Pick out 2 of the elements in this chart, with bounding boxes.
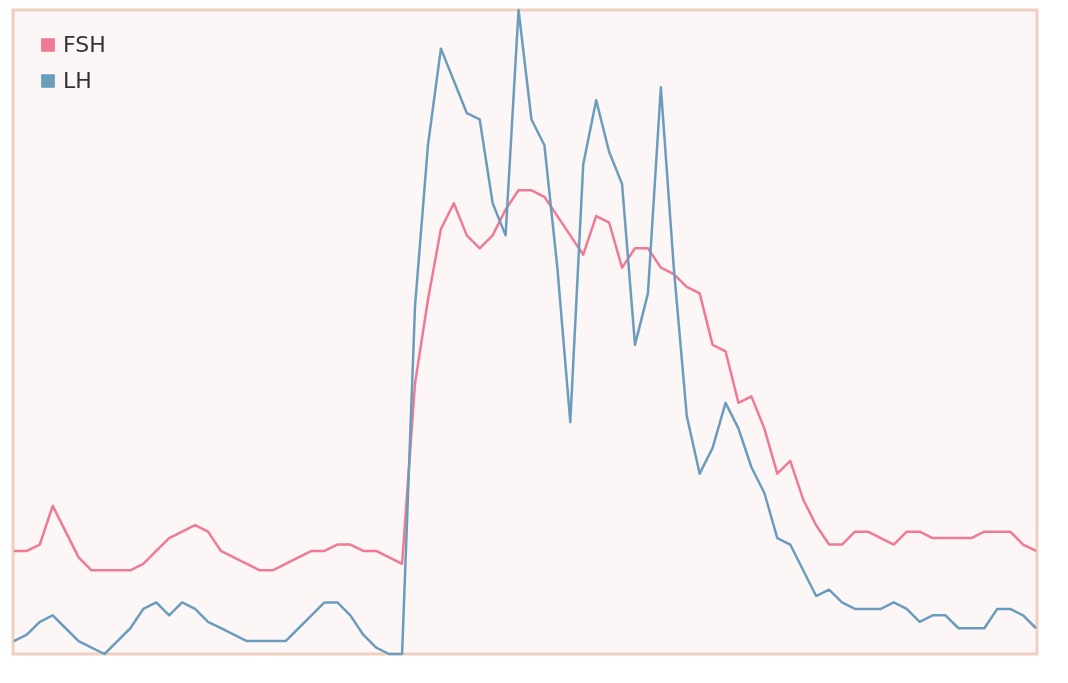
legend-label: LH (63, 68, 92, 93)
legend-label: FSH (63, 32, 106, 57)
